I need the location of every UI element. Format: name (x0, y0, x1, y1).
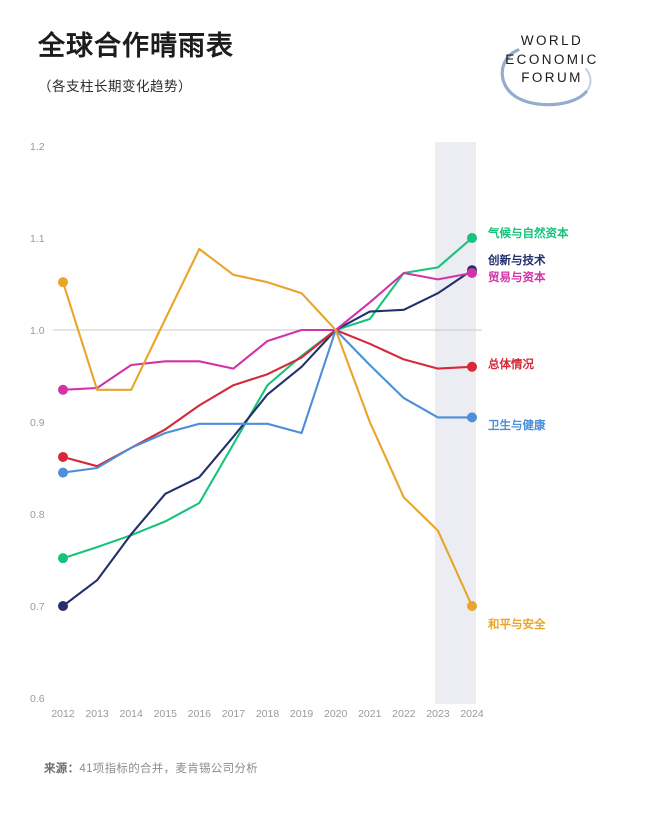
forecast-band (434, 142, 476, 704)
series-label: 卫生与健康 (488, 418, 546, 432)
series-line-trade-capital (61, 271, 474, 391)
world-economic-forum-logo: WORLD ECONOMIC FORUM (482, 28, 622, 110)
logo-line-world: WORLD (520, 33, 584, 48)
y-axis-tick-label: 1.1 (30, 233, 45, 245)
y-axis-ticks: 1.2 1.1 1.0 0.9 0.8 0.7 0.6 (30, 141, 45, 705)
x-axis-tick-label: 2012 (51, 708, 75, 720)
start-marker-innovation-technology (58, 601, 68, 611)
series-line-overall (61, 328, 474, 468)
y-axis-tick-label: 0.7 (30, 601, 45, 613)
y-axis-tick-label: 0.9 (30, 417, 45, 429)
series-markers-layer (58, 233, 477, 611)
x-axis-tick-label: 2020 (324, 708, 348, 720)
x-axis-tick-label: 2023 (426, 708, 450, 720)
end-marker-overall (467, 361, 477, 372)
end-marker-trade-capital (467, 267, 477, 278)
logo-line-economic: ECONOMIC (505, 51, 599, 67)
x-axis-tick-label: 2013 (85, 708, 109, 720)
end-marker-health-wellbeing (467, 412, 477, 423)
x-axis-tick-label: 2017 (222, 708, 246, 720)
start-marker-trade-capital (58, 384, 68, 395)
chart-header: 全球合作晴雨表 （各支柱长期变化趋势） (38, 30, 618, 95)
end-marker-climate-nature-capital (467, 233, 477, 243)
series-line-climate-nature-capital (61, 236, 474, 560)
x-axis-tick-label: 2015 (154, 708, 178, 720)
logo-swoosh-icon (500, 48, 592, 107)
series-lines-layer (61, 236, 474, 608)
x-axis-ticks: 2012 2013 2014 2015 2016 2017 2018 2019 2020 2021… (51, 708, 484, 720)
source-note: 来源：41项指标的合并，麦肯锡公司分析 (44, 760, 258, 776)
end-marker-peace-security (467, 601, 477, 611)
x-axis-tick-label: 2014 (119, 708, 143, 720)
y-axis-tick-label: 1.2 (30, 141, 45, 153)
series-label: 气候与自然资本 (487, 226, 569, 240)
x-axis-tick-label: 2018 (256, 708, 280, 720)
highlight-band-layer (434, 142, 476, 704)
start-marker-overall (58, 451, 68, 462)
source-label: 来源： (44, 763, 80, 775)
series-label: 创新与技术 (487, 253, 546, 267)
y-axis-tick-label: 1.0 (30, 325, 45, 337)
logo-line-forum: FORUM (521, 70, 583, 86)
page-title: 全球合作晴雨表 (38, 31, 234, 61)
start-marker-peace-security (58, 277, 68, 288)
x-axis-tick-label: 2019 (290, 708, 314, 720)
logo-wordmark: WORLD ECONOMIC FORUM (482, 32, 622, 88)
start-marker-climate-nature-capital (58, 553, 68, 564)
series-label: 总体情况 (488, 357, 534, 371)
x-axis-tick-label: 2022 (392, 708, 416, 720)
x-axis-tick-label: 2016 (188, 708, 212, 720)
x-axis-tick-label: 2024 (460, 708, 484, 720)
series-line-health-wellbeing (61, 328, 474, 474)
series-label: 和平与安全 (488, 617, 546, 631)
start-marker-health-wellbeing (58, 467, 68, 478)
page-subtitle: （各支柱长期变化趋势） (38, 78, 192, 94)
series-label: 贸易与资本 (488, 270, 546, 284)
y-axis-tick-label: 0.8 (30, 509, 45, 521)
y-axis-tick-label: 0.6 (30, 693, 45, 705)
x-axis-tick-label: 2021 (358, 708, 382, 720)
series-line-peace-security (61, 247, 474, 608)
source-text: 41项指标的合并，麦肯锡公司分析 (79, 763, 258, 775)
series-line-innovation-technology (61, 269, 474, 608)
